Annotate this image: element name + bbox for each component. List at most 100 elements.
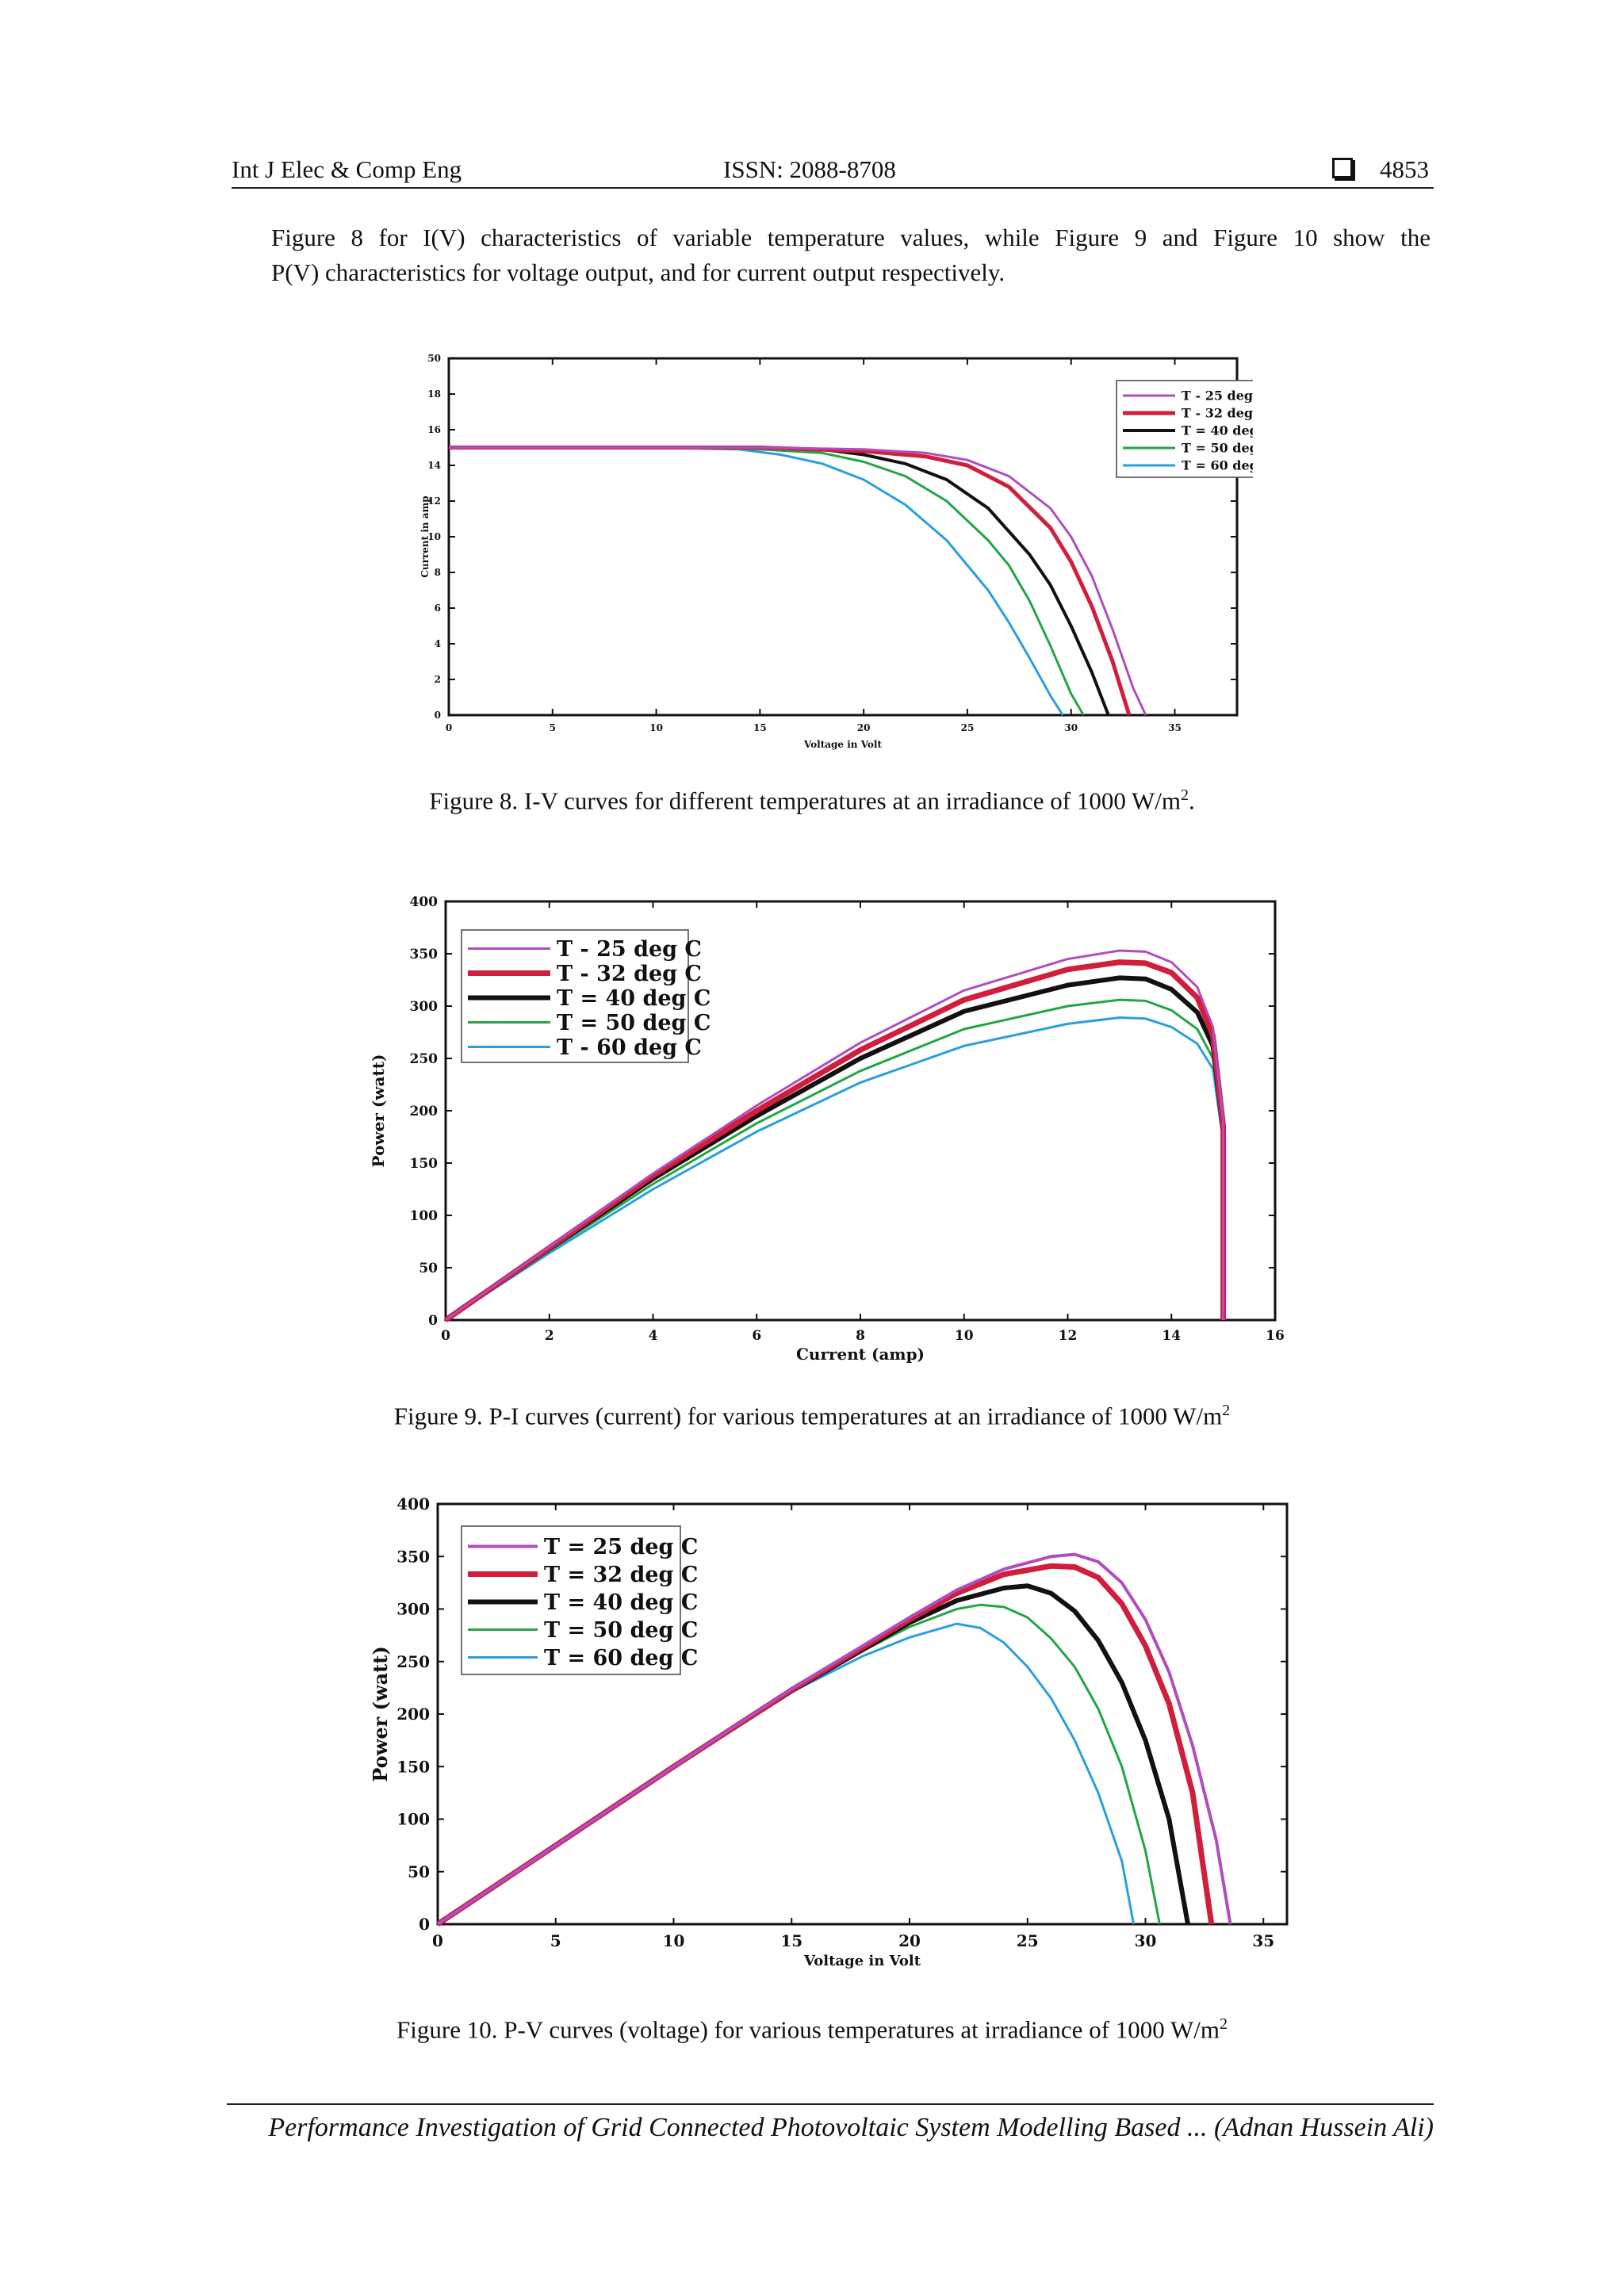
plot-frame xyxy=(447,357,1239,717)
figure-9-caption: Figure 9. P-I curves (current) for vario… xyxy=(0,1402,1624,1430)
legend-label: T = 32 deg C xyxy=(544,1563,698,1587)
y-tick-label: 4 xyxy=(435,638,441,649)
x-axis-title: Current (amp) xyxy=(796,1345,925,1364)
x-tick-label: 20 xyxy=(898,1931,921,1950)
y-tick-label: 16 xyxy=(427,424,441,435)
figure-10-chart: 0 5 10 15 20 25 30 35 0 50 100 150 200 250 300 350 400 Vo… xyxy=(365,1494,1300,1978)
y-tick-label: 400 xyxy=(396,1494,430,1513)
figure-8-chart: 0 5 10 15 20 25 30 35 0 2 4 6 8 10 12 14 16 18 50 Voltage i… xyxy=(396,349,1253,761)
y-tick-label: 300 xyxy=(410,999,439,1015)
x-tick-label: 16 xyxy=(1266,1328,1285,1344)
legend-label: T = 40 deg C xyxy=(1182,423,1253,438)
x-tick-label: 14 xyxy=(1162,1328,1181,1344)
x-tick-label: 6 xyxy=(752,1328,761,1344)
legend-label: T = 60 deg C xyxy=(1182,458,1253,473)
y-tick-label: 2 xyxy=(435,674,441,685)
figure-10-caption-text: Figure 10. P-V curves (voltage) for vari… xyxy=(396,2015,1220,2044)
legend-label: T - 60 deg C xyxy=(557,1035,702,1060)
legend-label: T = 40 deg C xyxy=(544,1590,698,1615)
x-tick-label: 4 xyxy=(649,1328,658,1344)
journal-name: Int J Elec & Comp Eng xyxy=(232,155,462,183)
x-tick-label: 5 xyxy=(550,722,556,733)
x-tick-label: 8 xyxy=(856,1328,865,1344)
y-tick-label: 200 xyxy=(410,1104,439,1119)
y-tick-label: 250 xyxy=(410,1051,439,1067)
y-tick-label: 350 xyxy=(410,947,439,962)
legend-label: T = 40 deg C xyxy=(557,986,710,1011)
figure-9-svg: 0 2 4 6 8 10 12 14 16 0 50 100 150 200 250 300 350 400 Cur… xyxy=(369,894,1285,1364)
series-line xyxy=(444,975,1226,1322)
x-tick-label: 0 xyxy=(441,1328,450,1344)
body-paragraph: Figure 8 for I(V) characteristics of var… xyxy=(271,220,1431,290)
y-tick-label: 300 xyxy=(396,1600,430,1619)
legend-label: T - 32 deg C xyxy=(1182,406,1253,421)
x-tick-label: 15 xyxy=(780,1931,802,1950)
figure-8-svg: 0 5 10 15 20 25 30 35 0 2 4 6 8 10 12 14 16 18 50 Voltage i… xyxy=(419,353,1253,750)
x-tick-label: 5 xyxy=(550,1931,561,1950)
series-line xyxy=(436,1552,1232,1926)
figure-8-caption-sup: 2 xyxy=(1181,786,1189,804)
issn: ISSN: 2088-8708 xyxy=(723,155,896,183)
y-tick-label: 18 xyxy=(427,388,441,400)
legend-label: T - 25 deg C xyxy=(1182,388,1253,404)
x-tick-label: 25 xyxy=(1017,1931,1039,1950)
y-tick-label: 6 xyxy=(435,603,441,614)
x-tick-label: 0 xyxy=(432,1931,443,1950)
running-header: Int J Elec & Comp Eng ISSN: 2088-8708 48… xyxy=(232,155,1434,189)
figure-10-caption-sup: 2 xyxy=(1219,2015,1228,2033)
legend-label: T = 50 deg C xyxy=(544,1618,698,1643)
x-tick-label: 12 xyxy=(1059,1328,1078,1344)
y-tick-label: 200 xyxy=(396,1705,430,1724)
y-tick-label: 12 xyxy=(427,496,441,507)
figure-8-caption: Figure 8. I-V curves for different tempe… xyxy=(0,786,1624,815)
figure-10-svg: 0 5 10 15 20 25 30 35050100150200250300350400Vo… xyxy=(369,1494,1289,1969)
y-tick-label: 0 xyxy=(435,710,441,721)
x-tick-label: 30 xyxy=(1135,1931,1157,1950)
y-tick-label: 50 xyxy=(419,1261,438,1276)
y-tick-label: 0 xyxy=(419,1915,430,1934)
body-line-1: Figure 8 for I(V) characteristics of var… xyxy=(271,224,1431,251)
legend-label: T - 32 deg C xyxy=(557,962,702,986)
series-line xyxy=(445,998,1225,1322)
x-tick-label: 25 xyxy=(961,722,975,733)
figure-10-caption: Figure 10. P-V curves (voltage) for vari… xyxy=(0,2015,1624,2044)
y-tick-label: 100 xyxy=(396,1810,430,1829)
legend-label: T - 25 deg C xyxy=(557,937,702,962)
page-number: 4853 xyxy=(1380,155,1429,183)
y-axis-title: Power (watt) xyxy=(369,1054,388,1168)
legend-label: T = 25 deg C xyxy=(544,1535,698,1559)
x-axis-title: Voltage in Volt xyxy=(803,1953,921,1969)
y-tick-label: 14 xyxy=(427,460,441,471)
x-axis-title: Voltage in Volt xyxy=(803,739,883,750)
figure-8-caption-text: Figure 8. I-V curves for different tempe… xyxy=(429,786,1181,815)
series-line xyxy=(445,1016,1225,1322)
y-tick-label: 10 xyxy=(427,531,441,542)
y-tick-label: 350 xyxy=(396,1547,430,1566)
x-tick-label: 35 xyxy=(1252,1931,1274,1950)
y-axis-title: Power (watt) xyxy=(369,1646,392,1781)
legend-label: T = 50 deg C xyxy=(557,1011,710,1035)
series-line xyxy=(449,446,1147,716)
body-line-2: P(V) characteristics for voltage output,… xyxy=(271,258,1005,286)
x-tick-label: 10 xyxy=(955,1328,974,1344)
figure-9-chart: 0 2 4 6 8 10 12 14 16 0 50 100 150 200 250 300 350 400 Cur… xyxy=(365,892,1285,1368)
figure-9-caption-sup: 2 xyxy=(1222,1402,1231,1419)
checkbox-square-icon xyxy=(1332,158,1353,178)
figure-8-caption-tail: . xyxy=(1189,786,1195,815)
y-tick-label: 100 xyxy=(410,1208,439,1224)
y-tick-label: 150 xyxy=(410,1156,439,1172)
y-tick-label: 50 xyxy=(408,1862,430,1881)
y-tick-label: 400 xyxy=(410,894,439,910)
y-tick-label: 250 xyxy=(396,1652,430,1671)
y-tick-label: 0 xyxy=(428,1313,438,1329)
page-number-block: 4853 xyxy=(1332,155,1429,184)
y-axis-title: Current in amp xyxy=(419,496,431,577)
y-tick-label: 150 xyxy=(396,1757,430,1776)
y-tick-label: 8 xyxy=(435,567,441,578)
figure-9-caption-text: Figure 9. P-I curves (current) for vario… xyxy=(393,1402,1223,1430)
series-line xyxy=(445,949,1225,1322)
x-tick-label: 10 xyxy=(663,1931,685,1950)
x-tick-label: 20 xyxy=(857,722,871,733)
series-line xyxy=(443,959,1227,1322)
legend-label: T = 50 deg C xyxy=(1182,441,1253,456)
